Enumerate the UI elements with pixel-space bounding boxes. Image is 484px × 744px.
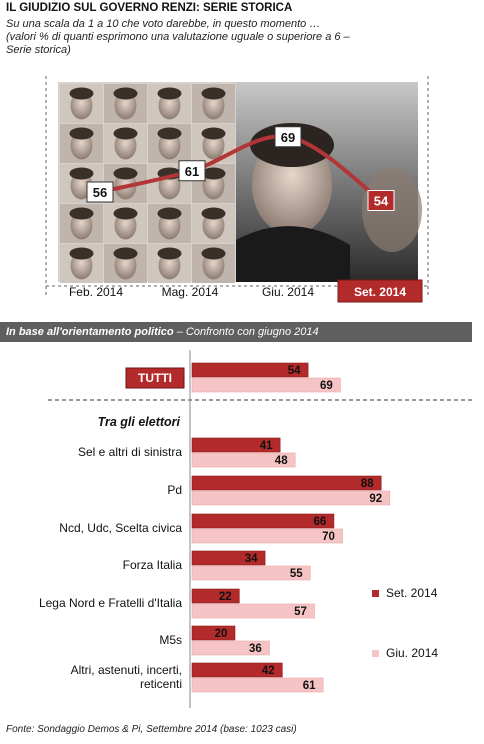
subtitle-line-2: (valori % di quanti esprimono una valuta… — [6, 31, 350, 43]
category-label: M5s — [159, 633, 182, 647]
section-header: In base all'orientamento politico – Conf… — [0, 322, 472, 342]
total-bar-set-value: 54 — [288, 365, 301, 377]
series-line — [98, 134, 383, 203]
collage-hair — [69, 207, 94, 220]
section-header-bold: In base all'orientamento politico — [6, 326, 174, 338]
legend-label-set: Set. 2014 — [386, 586, 438, 600]
subtitle-line-1: Su una scala da 1 a 10 che voto darebbe,… — [6, 18, 321, 30]
data-label: 54 — [374, 194, 389, 209]
x-tick-label: Set. 2014 — [354, 285, 406, 299]
bar-giu-value: 36 — [249, 643, 262, 655]
total-bar-giu — [191, 377, 341, 393]
collage-hair — [201, 207, 226, 220]
category-label: Sel e altri di sinistra — [78, 445, 182, 459]
bar-set — [191, 588, 240, 604]
collage-hair — [201, 247, 226, 260]
collage-hair — [201, 167, 226, 180]
photo-collage — [58, 82, 422, 283]
source-note: Fonte: Sondaggio Demos & Pi, Settembre 2… — [6, 724, 297, 735]
bar-giu — [191, 490, 391, 506]
x-tick-label: Giu. 2014 — [262, 285, 314, 299]
x-tick-label: Feb. 2014 — [69, 285, 123, 299]
collage-hair — [157, 87, 182, 100]
bar-set — [191, 625, 236, 641]
data-point-box — [178, 160, 206, 182]
collage-hair — [113, 207, 138, 220]
total-label-box — [125, 367, 185, 389]
bar-giu — [191, 640, 270, 656]
collage-hair — [113, 127, 138, 140]
collage-hair — [69, 167, 94, 180]
bar-set — [191, 475, 382, 491]
bar-set-value: 66 — [314, 516, 327, 528]
bar-giu — [191, 452, 296, 468]
bar-set-value: 41 — [260, 440, 273, 452]
bar-giu — [191, 603, 315, 619]
page-subtitle: Su una scala da 1 a 10 che voto darebbe,… — [6, 18, 426, 57]
collage-hair — [113, 167, 138, 180]
subtitle-line-3: Serie storica) — [6, 44, 71, 56]
category-label: Pd — [167, 483, 182, 497]
collage-hair — [69, 87, 94, 100]
bar-set-value: 88 — [361, 478, 374, 490]
bar-giu-value: 61 — [303, 680, 316, 692]
section-header-rest: – Confronto con giugno 2014 — [173, 326, 319, 338]
bar-set-value: 34 — [245, 553, 258, 565]
collage-hair — [201, 87, 226, 100]
legend-swatch-giu — [372, 650, 379, 657]
page-title: IL GIUDIZIO SUL GOVERNO RENZI: SERIE STO… — [6, 2, 293, 14]
data-label: 56 — [93, 185, 107, 200]
bar-giu — [191, 528, 343, 544]
collage-hair — [113, 87, 138, 100]
bar-giu-value: 92 — [369, 493, 382, 505]
legend-swatch-set — [372, 590, 379, 597]
bar-set-value: 20 — [215, 628, 228, 640]
bar-giu-value: 55 — [290, 568, 303, 580]
total-bar-set — [191, 362, 309, 378]
renzi-suit — [236, 226, 350, 282]
bar-set — [191, 437, 281, 453]
category-label: Forza Italia — [123, 558, 183, 572]
total-bar-giu-value: 69 — [320, 380, 333, 392]
data-point-box — [86, 181, 114, 203]
bar-giu-value: 48 — [275, 455, 288, 467]
category-label: Lega Nord e Fratelli d'Italia — [39, 596, 182, 610]
line-chart: 56 61 69 54 Feb. 2014 Mag. 2014 Giu. 2014 Set. … — [69, 126, 423, 303]
total-label: TUTTI — [138, 371, 172, 385]
x-tick-label: Mag. 2014 — [162, 285, 219, 299]
collage-hair — [157, 247, 182, 260]
collage-hair — [157, 127, 182, 140]
collage-hair — [69, 247, 94, 260]
data-point-box — [367, 190, 395, 211]
collage-hair — [113, 247, 138, 260]
collage-hair — [157, 207, 182, 220]
legend-label-giu: Giu. 2014 — [386, 646, 438, 660]
data-point-box — [274, 126, 302, 148]
category-label: reticenti — [140, 677, 182, 691]
category-label: Altri, astenuti, incerti, — [71, 663, 182, 677]
bar-chart: TUTTI 54 69 Tra gli elettori Sel e altri di … — [39, 362, 438, 693]
highlight-tab — [337, 279, 423, 303]
bar-giu-value: 57 — [294, 606, 307, 618]
collage-hair — [201, 127, 226, 140]
data-label: 61 — [185, 164, 199, 179]
bar-giu-value: 70 — [322, 531, 335, 543]
bar-set — [191, 550, 266, 566]
group-label: Tra gli elettori — [98, 415, 181, 429]
collage-hair — [69, 127, 94, 140]
category-label: Ncd, Udc, Scelta civica — [59, 521, 182, 535]
bar-set — [191, 662, 283, 678]
bar-giu — [191, 565, 311, 581]
bar-giu — [191, 677, 324, 693]
data-label: 69 — [281, 130, 295, 145]
bar-set — [191, 513, 335, 529]
bar-set-value: 42 — [262, 665, 275, 677]
collage-faces — [60, 84, 235, 283]
bar-set-value: 22 — [219, 591, 232, 603]
